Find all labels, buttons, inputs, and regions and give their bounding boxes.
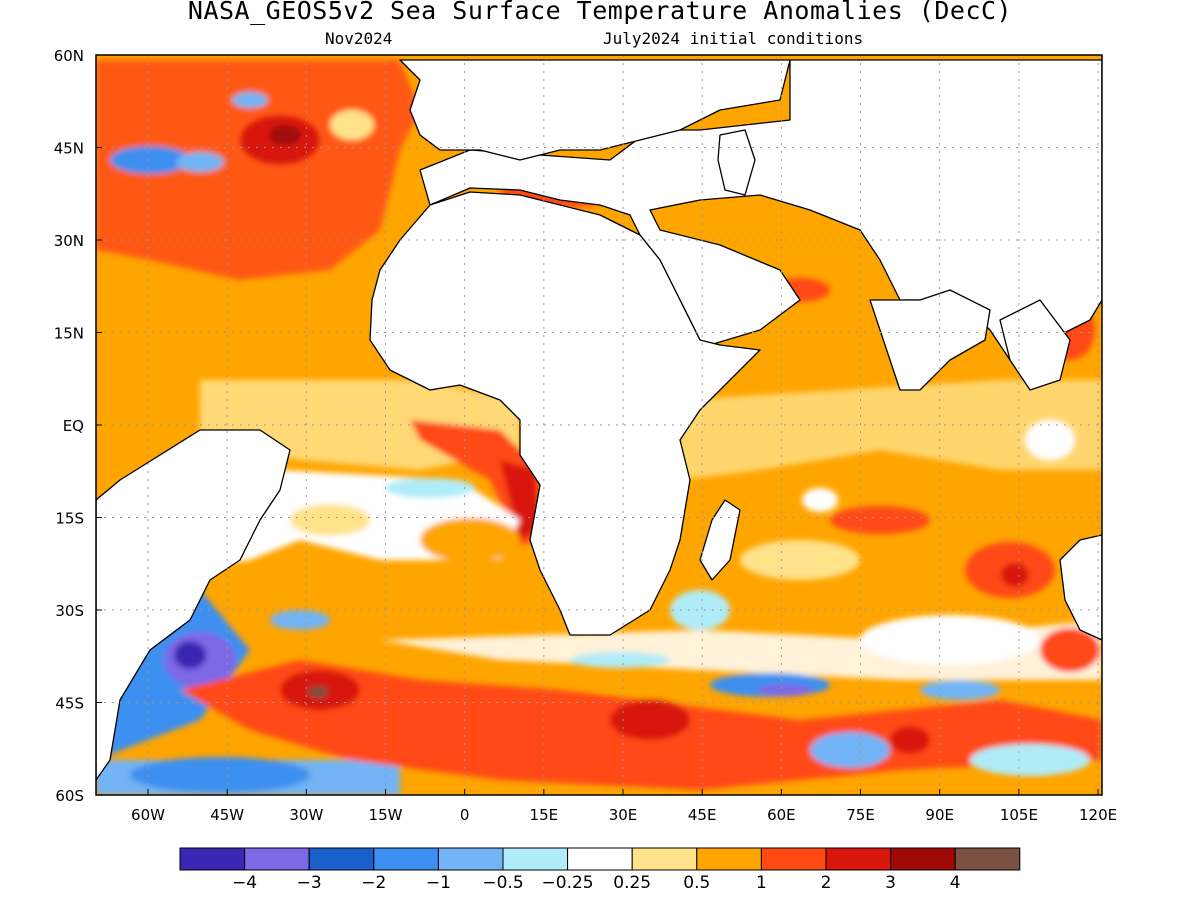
x-tick-label: 45E: [688, 806, 717, 824]
colorbar-label: −1: [426, 873, 451, 893]
caspian-sea: [717, 129, 756, 196]
colorbar-swatch: [954, 847, 1021, 871]
colorbar-swatch: [502, 847, 569, 871]
y-tick-label: 60N: [54, 47, 84, 65]
x-tick-label: 15W: [369, 806, 403, 824]
australia: [1059, 534, 1102, 641]
colorbar-label: 4: [950, 873, 961, 893]
x-tick-label: 120E: [1079, 806, 1117, 824]
x-tick-label: 60W: [131, 806, 165, 824]
colorbar-swatch: [631, 847, 698, 871]
x-tick-label: 30W: [289, 806, 323, 824]
y-tick-label: 30N: [54, 232, 84, 250]
x-tick-label: 105E: [1000, 806, 1038, 824]
colorbar-swatch: [308, 847, 375, 871]
colorbar-label: −2: [361, 873, 386, 893]
latitude-axis: 60N 45N 30N 15N EQ 15S 30S 45S 60S: [54, 47, 102, 805]
india: [869, 289, 991, 391]
x-tick-label: 75E: [846, 806, 875, 824]
x-tick-label: 45W: [210, 806, 244, 824]
africa: [369, 191, 761, 636]
colorbar: −4 −3 −2 −1 −0.5 −0.25 0.25 0.5 1 2 3 4: [179, 847, 1021, 893]
y-tick-label: 30S: [55, 602, 84, 620]
x-tick-label: 15E: [530, 806, 559, 824]
colorbar-label: −3: [297, 873, 322, 893]
x-tick-label: 90E: [925, 806, 954, 824]
y-tick-label: 45N: [54, 140, 84, 158]
colorbar-label: −4: [232, 873, 257, 893]
y-tick-label: 15S: [55, 510, 84, 528]
y-tick-label: 15N: [54, 325, 84, 343]
grid-lines: [96, 55, 1102, 795]
colorbar-swatch: [179, 847, 246, 871]
initial-conditions: July2024 initial conditions: [603, 29, 864, 48]
x-tick-label: 30E: [609, 806, 638, 824]
colorbar-swatch: [373, 847, 439, 871]
colorbar-swatch: [696, 847, 762, 871]
y-tick-label: 60S: [55, 787, 84, 805]
colorbar-label: 2: [821, 873, 832, 893]
colorbar-swatch: [825, 847, 892, 871]
colorbar-label: 0.25: [613, 873, 651, 893]
colorbar-swatch: [437, 847, 504, 871]
x-tick-label: 0: [460, 806, 470, 824]
colorbar-label: 3: [885, 873, 896, 893]
colorbar-label: 0.5: [683, 873, 710, 893]
southeast-asia: [999, 299, 1071, 391]
x-tick-label: 60E: [767, 806, 796, 824]
map-title: NASA_GEOS5v2 Sea Surface Temperature Ano…: [187, 0, 1013, 25]
europe: [399, 59, 791, 161]
madagascar: [699, 499, 741, 581]
y-tick-label: EQ: [63, 417, 84, 435]
colorbar-swatch: [760, 847, 827, 871]
colorbar-label: −0.5: [482, 873, 523, 893]
colorbar-swatch: [567, 847, 633, 871]
colorbar-swatch: [244, 847, 310, 871]
colorbar-label: 1: [756, 873, 767, 893]
forecast-month: Nov2024: [325, 29, 393, 48]
longitude-axis: 60W 45W 30W 15W 0 15E 30E 45E 60E 75E 90E 105E 120E: [131, 789, 1117, 824]
colorbar-label: −0.25: [542, 873, 594, 893]
anomaly-field: [96, 55, 1102, 795]
y-tick-label: 45S: [55, 695, 84, 713]
colorbar-swatch: [890, 847, 956, 871]
